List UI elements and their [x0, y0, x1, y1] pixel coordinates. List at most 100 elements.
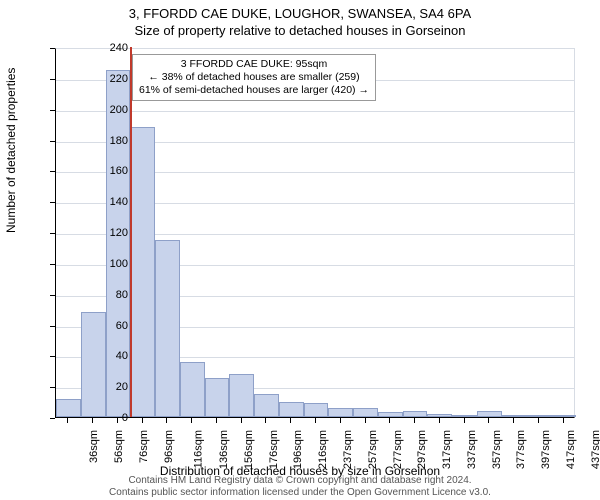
- x-tick-mark: [315, 418, 316, 423]
- y-tick-label: 20: [28, 381, 128, 393]
- bar: [378, 412, 403, 417]
- y-tick-label: 40: [28, 350, 128, 362]
- y-tick-mark: [50, 233, 55, 234]
- y-tick-mark: [50, 264, 55, 265]
- y-tick-label: 180: [28, 135, 128, 147]
- y-tick-mark: [50, 141, 55, 142]
- bar: [304, 403, 329, 417]
- x-tick-mark: [191, 418, 192, 423]
- annotation-line: 3 FFORDD CAE DUKE: 95sqm: [139, 58, 369, 71]
- annotation-box: 3 FFORDD CAE DUKE: 95sqm← 38% of detache…: [132, 54, 376, 101]
- title-main: 3, FFORDD CAE DUKE, LOUGHOR, SWANSEA, SA…: [0, 0, 600, 21]
- x-tick-label: 76sqm: [138, 430, 150, 463]
- x-tick-mark: [439, 418, 440, 423]
- x-tick-mark: [340, 418, 341, 423]
- x-tick-label: 176sqm: [268, 430, 280, 469]
- x-tick-mark: [513, 418, 514, 423]
- bar: [353, 408, 378, 417]
- x-tick-label: 216sqm: [317, 430, 329, 469]
- annotation-line: 61% of semi-detached houses are larger (…: [139, 84, 369, 97]
- bar: [279, 402, 304, 417]
- gridline: [56, 111, 574, 112]
- bar: [551, 415, 576, 417]
- plot-region: [55, 48, 575, 418]
- x-tick-mark: [414, 418, 415, 423]
- bar: [452, 415, 477, 417]
- x-tick-label: 36sqm: [88, 430, 100, 463]
- bar: [526, 415, 551, 417]
- y-tick-mark: [50, 356, 55, 357]
- x-tick-label: 156sqm: [243, 430, 255, 469]
- bar: [155, 240, 180, 417]
- x-tick-label: 257sqm: [367, 430, 379, 469]
- x-tick-mark: [389, 418, 390, 423]
- x-tick-mark: [464, 418, 465, 423]
- x-tick-label: 337sqm: [466, 430, 478, 469]
- x-tick-label: 357sqm: [491, 430, 503, 469]
- y-tick-mark: [50, 202, 55, 203]
- marker-line: [130, 47, 132, 417]
- x-tick-mark: [265, 418, 266, 423]
- x-tick-label: 377sqm: [515, 430, 527, 469]
- y-tick-label: 220: [28, 73, 128, 85]
- x-tick-mark: [92, 418, 93, 423]
- x-tick-mark: [166, 418, 167, 423]
- y-tick-mark: [50, 110, 55, 111]
- bar: [403, 411, 428, 417]
- y-tick-label: 80: [28, 289, 128, 301]
- x-tick-mark: [290, 418, 291, 423]
- x-tick-mark: [142, 418, 143, 423]
- x-tick-mark: [563, 418, 564, 423]
- bar: [180, 362, 205, 418]
- y-tick-mark: [50, 387, 55, 388]
- x-tick-mark: [365, 418, 366, 423]
- bar: [254, 394, 279, 417]
- x-tick-label: 417sqm: [565, 430, 577, 469]
- bar: [205, 378, 230, 417]
- caption-line2: Contains public sector information licen…: [109, 487, 491, 498]
- x-tick-label: 397sqm: [540, 430, 552, 469]
- x-tick-mark: [117, 418, 118, 423]
- bar: [130, 127, 155, 417]
- x-tick-label: 437sqm: [590, 430, 600, 469]
- annotation-line: ← 38% of detached houses are smaller (25…: [139, 71, 369, 84]
- x-tick-label: 136sqm: [218, 430, 230, 469]
- y-tick-label: 120: [28, 227, 128, 239]
- y-axis-label: Number of detached properties: [4, 68, 18, 233]
- x-tick-label: 116sqm: [193, 430, 205, 468]
- x-tick-label: 297sqm: [416, 430, 428, 469]
- bar: [427, 414, 452, 417]
- y-tick-mark: [50, 326, 55, 327]
- chart-container: 3, FFORDD CAE DUKE, LOUGHOR, SWANSEA, SA…: [0, 0, 600, 500]
- y-tick-label: 160: [28, 165, 128, 177]
- x-tick-label: 277sqm: [392, 430, 404, 469]
- bar: [106, 70, 131, 417]
- y-tick-mark: [50, 418, 55, 419]
- y-tick-mark: [50, 295, 55, 296]
- title-sub: Size of property relative to detached ho…: [0, 21, 600, 38]
- caption-line1: Contains HM Land Registry data © Crown c…: [128, 475, 471, 486]
- x-tick-mark: [538, 418, 539, 423]
- y-tick-mark: [50, 48, 55, 49]
- x-tick-mark: [216, 418, 217, 423]
- x-tick-label: 96sqm: [163, 430, 175, 463]
- y-tick-label: 140: [28, 196, 128, 208]
- bar: [328, 408, 353, 417]
- x-tick-mark: [241, 418, 242, 423]
- bar: [477, 411, 502, 417]
- caption: Contains HM Land Registry data © Crown c…: [0, 475, 600, 498]
- y-tick-label: 0: [28, 412, 128, 424]
- x-tick-label: 56sqm: [113, 430, 125, 463]
- x-tick-label: 196sqm: [293, 430, 305, 469]
- y-tick-label: 100: [28, 258, 128, 270]
- bar: [229, 374, 254, 417]
- y-tick-mark: [50, 171, 55, 172]
- y-tick-label: 240: [28, 42, 128, 54]
- x-tick-label: 317sqm: [441, 430, 453, 469]
- x-tick-mark: [67, 418, 68, 423]
- chart-area: 3 FFORDD CAE DUKE: 95sqm← 38% of detache…: [55, 48, 575, 418]
- bar: [502, 415, 527, 417]
- x-tick-label: 237sqm: [342, 430, 354, 469]
- y-tick-label: 60: [28, 320, 128, 332]
- y-tick-label: 200: [28, 104, 128, 116]
